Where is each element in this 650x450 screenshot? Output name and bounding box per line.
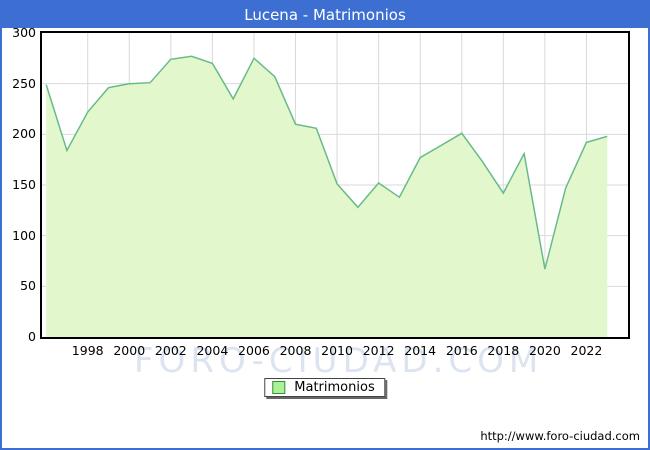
- y-axis-tick-label: 150: [12, 177, 36, 192]
- x-axis-tick-label: 2002: [154, 343, 187, 358]
- x-axis-tick-label: 2006: [238, 343, 270, 358]
- x-axis-tick-label: 2000: [113, 343, 146, 358]
- series-area: [46, 56, 608, 337]
- x-axis-tick-label: 2022: [570, 343, 603, 358]
- y-axis-tick-label: 0: [28, 329, 36, 344]
- area-chart: [42, 33, 628, 337]
- page-title: Lucena - Matrimonios: [244, 6, 406, 24]
- y-axis-tick-label: 50: [20, 278, 36, 294]
- x-axis-tick-label: 2004: [196, 343, 229, 358]
- x-axis-tick-label: 2014: [404, 343, 437, 358]
- y-axis-tick-label: 300: [12, 25, 36, 40]
- title-bar: Lucena - Matrimonios: [2, 2, 648, 28]
- x-axis-tick-label: 2012: [362, 343, 395, 358]
- y-axis-tick-label: 250: [12, 75, 36, 91]
- footer-url: http://www.foro-ciudad.com: [480, 429, 640, 443]
- series-line: [45, 55, 608, 270]
- legend-label: Matrimonios: [294, 380, 375, 395]
- x-axis-tick-label: 2008: [279, 343, 312, 358]
- legend-color-swatch-icon: [272, 381, 286, 394]
- plot-area: [40, 31, 630, 339]
- y-axis-tick-label: 100: [12, 227, 36, 243]
- x-axis-tick-label: 2010: [321, 343, 353, 358]
- x-axis-tick-label: 1998: [71, 343, 104, 358]
- watermark-text: FORO-CIUDAD.COM: [134, 341, 544, 381]
- y-axis-tick-label: 200: [12, 126, 36, 142]
- legend-box: Matrimonios: [264, 378, 386, 397]
- x-axis-tick-label: 2018: [487, 343, 520, 358]
- x-axis-tick-label: 2020: [528, 343, 561, 358]
- x-axis-tick-label: 2016: [445, 343, 478, 358]
